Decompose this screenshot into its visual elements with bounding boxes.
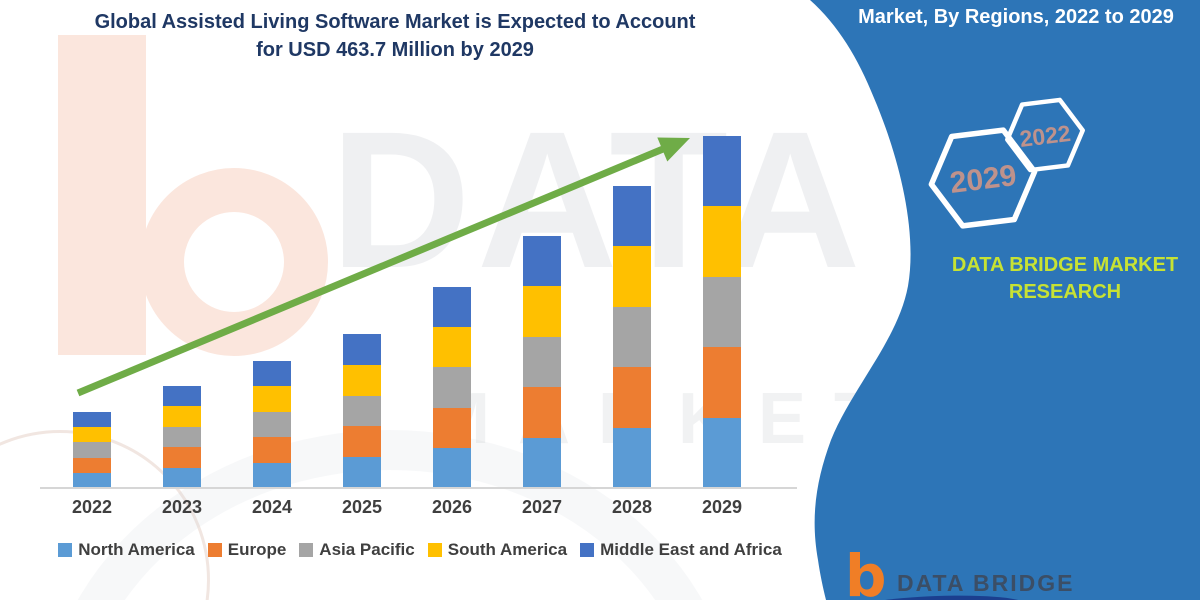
bar-segment (613, 367, 651, 428)
stacked-bars (47, 0, 767, 488)
bar-segment (73, 457, 111, 473)
bar-slot-2028 (587, 0, 677, 488)
stacked-bar-2029 (703, 136, 741, 488)
bar-segment (163, 386, 201, 407)
legend-label: South America (447, 540, 568, 559)
stacked-bar-2023 (163, 386, 201, 488)
stacked-bar-2026 (433, 287, 471, 488)
bar-slot-2025 (317, 0, 407, 488)
legend-swatch-icon (299, 543, 314, 557)
stacked-bar-2022 (73, 412, 111, 488)
stacked-bar-2024 (253, 361, 291, 488)
databridge-b-logo-icon: b (845, 542, 887, 600)
chart-title-line2: for USD 463.7 Million by 2029 (256, 39, 534, 61)
bar-segment (703, 136, 741, 207)
x-axis-label: 2024 (251, 497, 293, 517)
legend-swatch-icon (58, 543, 73, 557)
bar-segment (523, 336, 561, 388)
bar-slot-2024 (227, 0, 317, 488)
stacked-bar-2025 (343, 334, 381, 488)
x-axis-label: 2026 (431, 497, 473, 517)
bar-segment (703, 206, 741, 277)
x-axis-label: 2029 (701, 497, 743, 517)
legend-item: Middle East and Africa (580, 540, 782, 560)
bar-segment (73, 442, 111, 458)
bar-segment (523, 437, 561, 488)
bar-slot-2022 (47, 0, 137, 488)
bar-segment (253, 411, 291, 438)
x-axis-label: 2025 (341, 497, 383, 517)
legend-swatch-icon (427, 543, 442, 557)
legend: North America Europe Asia Pacific South Ame… (40, 540, 800, 560)
bar-segment (523, 286, 561, 337)
bar-segment (703, 417, 741, 488)
bar-segment (253, 361, 291, 387)
bar-slot-2023 (137, 0, 227, 488)
bar-segment (613, 427, 651, 488)
bar-slot-2029 (677, 0, 767, 488)
x-axis-label: 2022 (71, 497, 113, 517)
bar-segment (343, 426, 381, 458)
bar-segment (343, 334, 381, 365)
bar-segment (613, 246, 651, 307)
bar-segment (613, 306, 651, 368)
bar-segment (343, 395, 381, 427)
footer-logo-brand: DATA BRIDGE (897, 570, 1075, 596)
legend-label: Asia Pacific (319, 540, 415, 559)
bar-segment (73, 427, 111, 443)
legend-label: Europe (227, 540, 287, 559)
stacked-bar-2027 (523, 236, 561, 488)
bar-slot-2026 (407, 0, 497, 488)
bar-segment (163, 467, 201, 488)
bar-segment (613, 186, 651, 247)
stacked-bar-2028 (613, 186, 651, 488)
bar-segment (433, 287, 471, 328)
bar-segment (433, 447, 471, 488)
bar-segment (73, 472, 111, 488)
legend-label: North America (78, 540, 195, 559)
legend-label: Middle East and Africa (600, 540, 782, 559)
bar-segment (433, 407, 471, 448)
legend-item: South America (427, 540, 568, 560)
x-axis-label: 2023 (161, 497, 203, 517)
footer-logo: b DATA BRIDGE (845, 542, 1105, 600)
chart-title-line1: Global Assisted Living Software Market i… (94, 11, 696, 33)
bar-segment (163, 447, 201, 468)
bar-segment (73, 412, 111, 428)
bar-segment (163, 426, 201, 448)
bar-segment (253, 386, 291, 412)
chart-title: Global Assisted Living Software Market i… (50, 8, 740, 64)
bar-segment (433, 327, 471, 368)
legend-item: North America (58, 540, 195, 560)
x-axis-label: 2028 (611, 497, 653, 517)
bar-segment (523, 387, 561, 438)
bar-segment (163, 406, 201, 427)
bar-slot-2027 (497, 0, 587, 488)
bar-segment (253, 462, 291, 488)
bar-segment (523, 236, 561, 287)
legend-item: Europe (207, 540, 287, 560)
x-axis-label: 2027 (521, 497, 563, 517)
legend-item: Asia Pacific (299, 540, 415, 560)
x-axis-labels: 2022 2023 2024 2025 2026 2027 2028 2029 (47, 497, 767, 518)
bar-segment (703, 347, 741, 418)
x-axis-line (40, 487, 797, 489)
bar-segment (343, 364, 381, 396)
legend-swatch-icon (580, 543, 595, 557)
bar-segment (253, 437, 291, 463)
bar-segment (703, 276, 741, 348)
bar-segment (433, 367, 471, 408)
bar-segment (343, 457, 381, 488)
legend-swatch-icon (207, 543, 222, 557)
